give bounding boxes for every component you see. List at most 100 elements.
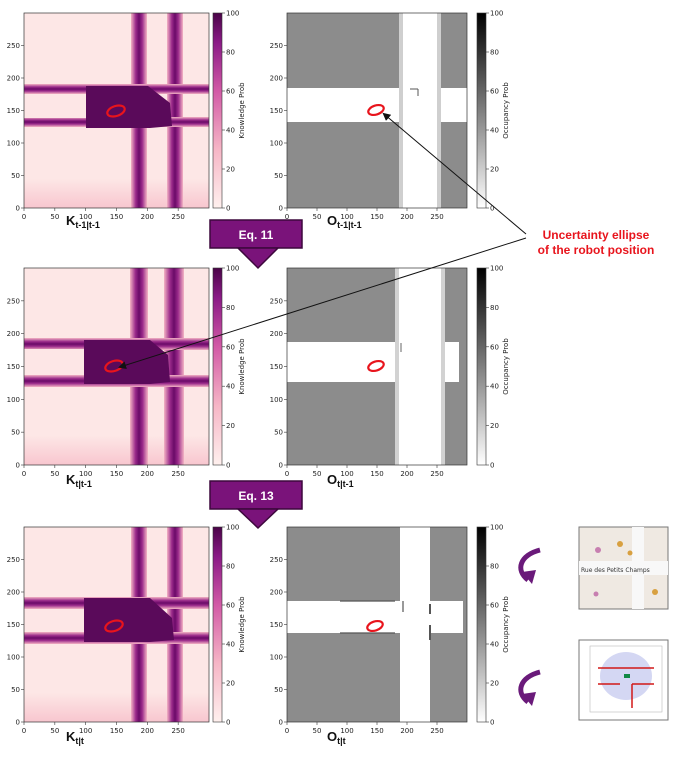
x-tick-label: 250 [171,727,184,735]
panel-k-upd [23,526,210,723]
y-tick-label: 150 [270,107,283,115]
axes-k-upd: 0 50 100 150 200 250 0 50 100 150 200 250 0 20 40 60 80 1… [7,524,246,747]
panel-k-pred [23,267,210,466]
axes-o-pred: 0 50 100 150 200 250 0 50 100 150 200 250 0 20 40 60 80 1… [270,265,510,490]
y-tick-label: 100 [270,140,283,148]
x-tick-label: 0 [22,727,26,735]
y-tick-label: 200 [270,330,283,338]
y-tick-label: 150 [270,621,283,629]
x-tick-label: 150 [110,213,123,221]
annotation-arrow [118,237,527,369]
colorbar-tick-label: 60 [226,343,235,351]
colorbar-label: Knowledge Prob [238,82,246,139]
colorbar-tick-label: 80 [490,304,499,312]
heatmap-corridor-left [24,609,84,632]
x-tick-label: 150 [110,727,123,735]
colorbar-tick-label: 60 [490,88,499,96]
x-tick-label: 0 [22,213,26,221]
y-tick-label: 200 [7,589,20,597]
y-tick-label: 150 [7,621,20,629]
y-tick-label: 150 [7,107,20,115]
y-tick-label: 250 [270,556,283,564]
x-tick-label: 0 [285,727,289,735]
x-tick-label: 250 [430,727,443,735]
y-tick-label: 0 [16,719,20,727]
y-tick-label: 200 [7,330,20,338]
axes-layer: 0 50 100 150 200 2500501001502002500204060801… [7,10,510,747]
axes-k-pred: 0 50 100 150 200 250 0 50 100 150 200 250 0 20 40 60 80 1… [7,265,246,490]
colorbar-tick-label: 80 [226,563,235,571]
y-tick-label: 100 [7,396,20,404]
x-tick-label: 150 [370,213,383,221]
x-tick-label: 50 [50,470,59,478]
heatmap-band-vertical [167,13,183,208]
x-tick-label: 200 [141,470,154,478]
x-tick-label: 50 [50,213,59,221]
colorbar-tick-label: 80 [226,304,235,312]
heatmap-corridor-left [24,349,84,375]
x-tick-label: 250 [171,213,184,221]
y-tick-label: 250 [7,556,20,564]
colorbar-tick-label: 60 [490,343,499,351]
colorbar-tick-label: 60 [226,602,235,610]
panel-title-subscript: t|t-1 [337,479,354,489]
colorbar-tick-label: 0 [226,719,230,727]
inset-robot-plot [578,639,669,721]
uncertainty-ellipse [106,104,126,118]
colorbar-tick-label: 40 [226,641,235,649]
colorbar-tick-label: 20 [226,680,235,688]
y-tick-label: 100 [7,654,20,662]
colorbar-tick-label: 100 [226,10,239,18]
y-tick-label: 100 [7,140,20,148]
panel-o-prev [286,12,468,209]
colorbar-tick-label: 20 [490,422,499,430]
colorbar-tick-label: 40 [490,641,499,649]
x-tick-label: 100 [79,470,92,478]
heatmap-known-region [86,86,172,128]
y-tick-label: 200 [270,75,283,83]
colorbar-tick-label: 20 [226,422,235,430]
inset-street-map: Rue des Petits Champs [578,526,669,610]
colorbar-tick-label: 0 [226,462,230,470]
axes-o-upd: 0 50 100 150 200 250 0 50 100 150 200 250 0 20 40 60 80 1… [270,524,510,747]
heatmap-band-vertical [164,268,184,465]
y-tick-label: 0 [279,719,283,727]
colorbar-tick-label: 40 [226,383,235,391]
equation-arrow-head [236,508,280,530]
colorbar-tick-label: 40 [490,383,499,391]
x-tick-label: 200 [400,727,413,735]
colorbar-tick-label: 80 [226,49,235,57]
panel-title-subscript: t|t [75,736,84,746]
panel-o-pred [286,267,468,466]
colorbar-tick-label: 0 [490,719,494,727]
colorbar-label: Occupancy Prob [502,596,510,653]
y-tick-label: 50 [274,172,283,180]
annotation-line-1: Uncertainty ellipse [543,228,650,242]
colorbar-tick-label: 100 [490,524,503,532]
x-tick-label: 50 [50,727,59,735]
panel-title-subscript: t-1|t-1 [337,220,362,230]
colorbar-tick-label: 100 [490,265,503,273]
colorbar [476,526,487,723]
y-tick-label: 0 [279,462,283,470]
colorbar-label: Knowledge Prob [238,596,246,653]
axes-o-prev: 0 50 100 150 200 250 0 50 100 150 200 250 0 20 40 60 80 1… [270,10,510,231]
colorbar-tick-label: 20 [490,680,499,688]
colorbar-tick-label: 60 [226,88,235,96]
colorbar [476,267,487,466]
x-tick-label: 150 [370,470,383,478]
x-tick-label: 200 [141,213,154,221]
uncertainty-ellipse [367,359,385,373]
x-tick-label: 0 [285,213,289,221]
heatmap-band-vertical [167,527,183,722]
colorbar-tick-label: 80 [490,563,499,571]
colorbar-tick-label: 40 [490,127,499,135]
y-tick-label: 150 [7,363,20,371]
street-label: Rue des Petits Champs [581,567,650,574]
heatmap-corridor-left [24,94,86,118]
colorbar-label: Occupancy Prob [502,338,510,395]
panel-title-subscript: t|t [337,736,346,746]
x-tick-label: 100 [79,727,92,735]
y-tick-label: 50 [274,686,283,694]
y-tick-label: 50 [274,429,283,437]
